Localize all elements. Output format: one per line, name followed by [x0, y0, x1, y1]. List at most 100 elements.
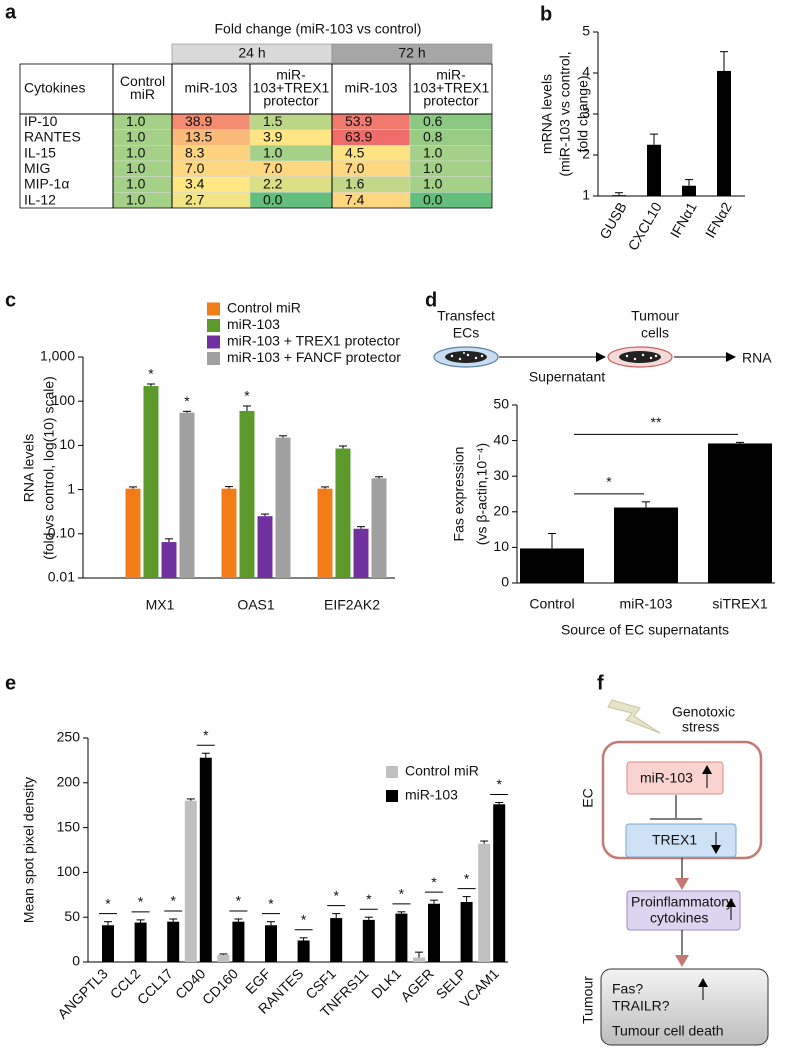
- tumour-box: [600, 968, 769, 1046]
- row-label: RANTES: [24, 129, 81, 145]
- lightning: [607, 699, 661, 734]
- x-tick-label: miR-103: [620, 596, 673, 612]
- diagram-label: cytokines: [650, 910, 708, 926]
- y-tick-label: 0: [72, 953, 80, 969]
- panel-label: d: [425, 289, 437, 311]
- bar: [353, 528, 369, 578]
- significance: *: [138, 894, 144, 910]
- arrow-head: [702, 765, 712, 774]
- cell-value: 2.7: [185, 191, 205, 207]
- y-axis-label: (fold vs control, log(10) scale): [41, 376, 57, 560]
- bar: [493, 804, 506, 962]
- x-tick-label: OAS1: [237, 597, 275, 613]
- column-header: protector: [423, 93, 479, 109]
- cell-value: 3.4: [185, 176, 205, 192]
- y-tick-label: 1: [67, 480, 75, 496]
- x-tick-label: siTREX1: [712, 596, 767, 612]
- y-tick-label: 30: [493, 467, 509, 483]
- legend-label: miR-103 + FANCF protector: [227, 349, 401, 365]
- panel-label: a: [5, 1, 17, 23]
- cell-value: 13.5: [185, 129, 212, 145]
- cell-value: 7.4: [345, 191, 365, 207]
- column-header: miR-: [436, 67, 466, 83]
- bar: [199, 757, 212, 962]
- bar: [317, 488, 333, 578]
- cell-value: 0.0: [263, 191, 283, 207]
- arrow-head: [675, 955, 689, 967]
- y-axis-label: RNA levels: [21, 434, 37, 502]
- cell-value: 7.0: [263, 160, 283, 176]
- bar: [297, 940, 310, 962]
- diagram-label: Fas?: [612, 981, 643, 997]
- bar: [265, 925, 277, 962]
- panel-label: e: [5, 672, 16, 694]
- row-label: MIG: [24, 160, 50, 176]
- legend-label: Control miR: [405, 763, 479, 779]
- mirna-box: [626, 761, 724, 795]
- diagram-label: miR-103: [640, 770, 693, 786]
- bar: [221, 488, 237, 578]
- diagram-label: Tumour cell death: [612, 1023, 724, 1039]
- legend-label: Control miR: [227, 300, 301, 316]
- arrow-head: [726, 352, 736, 362]
- cell-value: 1.0: [423, 160, 443, 176]
- significance: *: [399, 886, 405, 902]
- diagram-label: Proinflammatory: [631, 894, 733, 910]
- table-title: Fold change (miR-103 vs control): [215, 21, 422, 37]
- cell-value: 0.8: [423, 129, 443, 145]
- column-header: miR-: [276, 67, 306, 83]
- schematic-label: Supernatant: [529, 369, 605, 385]
- arrow-head: [711, 845, 721, 854]
- cell-dots: [625, 353, 658, 361]
- legend-label: miR-103: [227, 316, 280, 332]
- cell-value: 1.0: [423, 144, 443, 160]
- significance: *: [105, 895, 111, 911]
- cell-value: 1.0: [126, 176, 146, 192]
- significance: *: [148, 366, 154, 382]
- arrow-head: [596, 352, 606, 362]
- bar: [395, 913, 408, 962]
- column-header: 103+TREX1: [253, 80, 330, 96]
- significance: *: [301, 912, 307, 928]
- cell-value: 1.6: [345, 176, 365, 192]
- x-tick-label: GUSB: [596, 199, 630, 241]
- y-tick-label: 250: [57, 729, 81, 745]
- cell-value: 0.6: [423, 113, 443, 129]
- y-tick-label: 4: [582, 64, 590, 80]
- y-tick-label: 0: [501, 574, 509, 590]
- diagram-label: TREX1: [652, 832, 697, 848]
- row-label: IP-10: [24, 113, 58, 129]
- cells: [445, 351, 487, 363]
- bar: [708, 443, 772, 583]
- schematic-label: cells: [641, 325, 669, 341]
- group-label: 24 h: [238, 45, 265, 61]
- significance: *: [268, 895, 274, 911]
- bar: [478, 843, 491, 962]
- diagram-label: TRAILR?: [612, 998, 670, 1014]
- significance: *: [333, 887, 339, 903]
- significance: *: [184, 393, 190, 409]
- diagram-label: EC: [580, 788, 596, 807]
- legend-swatch: [207, 335, 220, 349]
- x-tick-label: IFNα2: [702, 199, 735, 240]
- bar: [167, 921, 180, 962]
- schematic-label: RNA: [742, 350, 772, 366]
- cell-value: 3.9: [263, 129, 283, 145]
- cell-value: 8.3: [185, 144, 205, 160]
- table-cell: [171, 192, 251, 209]
- column-header: protector: [263, 93, 319, 109]
- bar: [179, 412, 195, 578]
- cell-value: 7.0: [345, 160, 365, 176]
- y-axis-label: fold change): [575, 75, 591, 152]
- legend-swatch: [386, 790, 398, 802]
- schematic-label: Transfect: [437, 308, 495, 324]
- table-cell: [331, 160, 411, 177]
- diagram-label: Tumour: [580, 976, 596, 1024]
- row-label: IL-15: [24, 144, 56, 160]
- y-tick-label: 100: [52, 392, 76, 408]
- table-cell: [171, 145, 251, 162]
- significance: *: [170, 893, 176, 909]
- bar: [143, 386, 159, 578]
- y-tick-label: 200: [57, 774, 81, 790]
